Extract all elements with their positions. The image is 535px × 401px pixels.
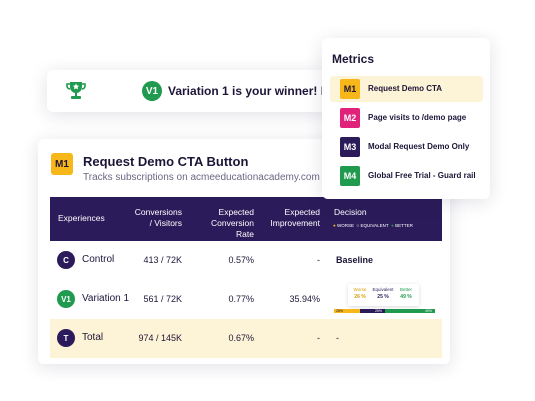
dist-better-label: Better [399,287,412,292]
dist-bar-equivalent: 25% [360,309,385,313]
dist-bar-worse: 26% [334,309,360,313]
variation-avatar: V1 [57,290,75,308]
metric-badge: M1 [51,153,73,175]
row-improvement: - [317,333,320,343]
row-conversions: 413 / 72K [143,255,182,265]
metric-badge: M4 [340,166,360,186]
metric-title: Request Demo CTA Button [83,154,249,169]
row-improvement: 35.94% [289,294,320,304]
dist-worse-label: Worse [353,287,367,292]
dist-worse-value: 26 % [354,294,366,300]
row-conversions: 561 / 72K [143,294,182,304]
row-rate: 0.67% [228,333,254,343]
dist-equivalent-value: 25 % [377,294,389,300]
row-decision: - [336,333,339,343]
metrics-title: Metrics [332,52,375,66]
metric-badge: M1 [340,79,360,99]
metric-item-modal-request-demo[interactable]: M3 Modal Request Demo Only [330,134,483,160]
table-row-total[interactable]: T Total 974 / 145K 0.67% - - [50,319,442,358]
winner-banner: V1 Variation 1 is your winner! Deploy it… [47,70,402,112]
row-improvement: - [317,255,320,265]
header-decision: Decision [334,207,367,217]
header-conversions: Conversions / Visitors [134,207,182,228]
row-conversions: 974 / 145K [138,333,182,343]
row-decision: Baseline [336,255,374,265]
total-avatar: T [57,329,75,347]
trophy-icon [66,82,86,99]
metric-item-page-visits[interactable]: M2 Page visits to /demo page [330,105,483,131]
row-rate: 0.77% [228,294,254,304]
distribution-tooltip: Worse 26 % Equivalent 25 % Better 49 % [348,284,419,306]
metric-badge: M3 [340,137,360,157]
table-header: Experiences Conversions / Visitors Expec… [50,197,442,241]
dist-better-value: 49 % [400,294,412,300]
table-row[interactable]: V1 Variation 1 561 / 72K 0.77% 35.94% Wo… [50,280,442,319]
metric-label: Global Free Trial - Guard rail [368,171,476,180]
metric-label: Request Demo CTA [368,84,443,93]
legend-worse-dot-icon: ● [333,223,336,228]
legend-equivalent-dot-icon: ○ [356,223,360,228]
results-card: M1 Request Demo CTA Button Tracks subscr… [38,139,450,364]
row-rate: 0.57% [228,255,254,265]
header-experiences: Experiences [58,213,105,223]
dist-equivalent-label: Equivalent [372,287,394,292]
control-avatar: C [57,251,75,269]
decision-legend: ● WORSE ○ EQUIVALENT ● BETTER [333,223,413,228]
row-name: Control [82,254,115,265]
metric-subtitle: Tracks subscriptions on acmeeducationaca… [83,172,320,183]
winner-variation-badge: V1 [142,81,162,101]
row-name: Total [82,332,104,343]
decision-distribution: Worse 26 % Equivalent 25 % Better 49 % 2… [334,284,435,314]
metric-label: Page visits to /demo page [368,113,467,122]
metric-item-global-free-trial[interactable]: M4 Global Free Trial - Guard rail [330,163,483,189]
header-improvement: Expected Improvement [270,207,320,228]
row-name: Variation 1 [82,293,130,304]
metric-item-request-demo-cta[interactable]: M1 Request Demo CTA [330,76,483,102]
metric-badge: M2 [340,108,360,128]
metric-label: Modal Request Demo Only [368,142,470,151]
header-conversion-rate: Expected Conversion Rate [211,207,254,239]
dist-bar-better: 49% [385,309,435,313]
legend-better-dot-icon: ● [391,223,394,228]
metrics-dropdown: Metrics M1 Request Demo CTA M2 Page visi… [322,38,490,199]
table-row[interactable]: C Control 413 / 72K 0.57% - Baseline [50,241,442,280]
